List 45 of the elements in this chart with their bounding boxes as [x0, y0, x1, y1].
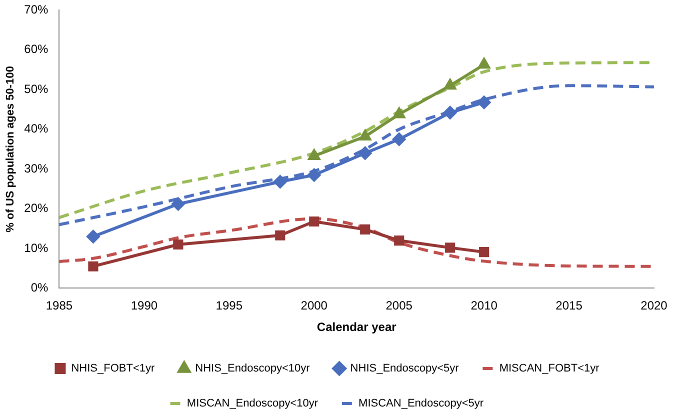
- point: [308, 149, 320, 160]
- point: [308, 168, 321, 182]
- point: [445, 242, 456, 253]
- y-tick-label: 10%: [24, 240, 49, 255]
- x-axis-title: Calendar year: [316, 320, 397, 334]
- point: [274, 175, 287, 188]
- x-tick-label: 2010: [470, 298, 498, 313]
- x-tick-label: 1990: [130, 298, 158, 313]
- x-tick-label: 1995: [216, 298, 243, 313]
- point: [173, 239, 184, 250]
- point: [358, 146, 372, 160]
- point: [88, 261, 98, 272]
- x-tick-label: 2005: [386, 298, 413, 313]
- point: [275, 230, 286, 240]
- point: [360, 224, 370, 234]
- point: [172, 198, 185, 211]
- x-tick-label: 2000: [300, 298, 328, 313]
- point: [392, 132, 406, 146]
- point: [478, 58, 490, 69]
- x-tick-label: 1985: [46, 298, 73, 313]
- y-tick-label: 60%: [24, 42, 49, 56]
- point: [479, 247, 490, 258]
- point: [394, 236, 404, 246]
- point: [478, 96, 491, 109]
- point: [86, 230, 100, 244]
- legend-label: NHIS_Endoscopy<5yr: [350, 362, 460, 375]
- point: [309, 216, 320, 227]
- y-axis-title: % of US population ages 50-100: [4, 66, 17, 232]
- x-tick-label: 2015: [556, 298, 583, 313]
- point: [393, 108, 405, 118]
- legend-label: MISCAN_FOBT<1yr: [499, 362, 600, 375]
- legend-label: MISCAN_Endoscopy<5yr: [358, 398, 484, 410]
- point: [444, 106, 457, 120]
- x-tick-label: 2020: [640, 298, 668, 313]
- y-tick-label: 70%: [24, 2, 49, 17]
- legend-label: NHIS_Endoscopy<10yr: [195, 362, 310, 375]
- y-tick-label: 40%: [24, 122, 49, 136]
- y-tick-label: 30%: [24, 161, 49, 176]
- y-tick-label: 50%: [24, 82, 49, 96]
- point: [444, 79, 456, 90]
- y-tick-label: 20%: [24, 201, 49, 216]
- y-tick-label: 0%: [30, 280, 49, 295]
- legend-label: MISCAN_Endoscopy<10yr: [186, 398, 318, 410]
- point: [359, 130, 371, 140]
- legend-label: NHIS_FOBT<1yr: [71, 362, 155, 375]
